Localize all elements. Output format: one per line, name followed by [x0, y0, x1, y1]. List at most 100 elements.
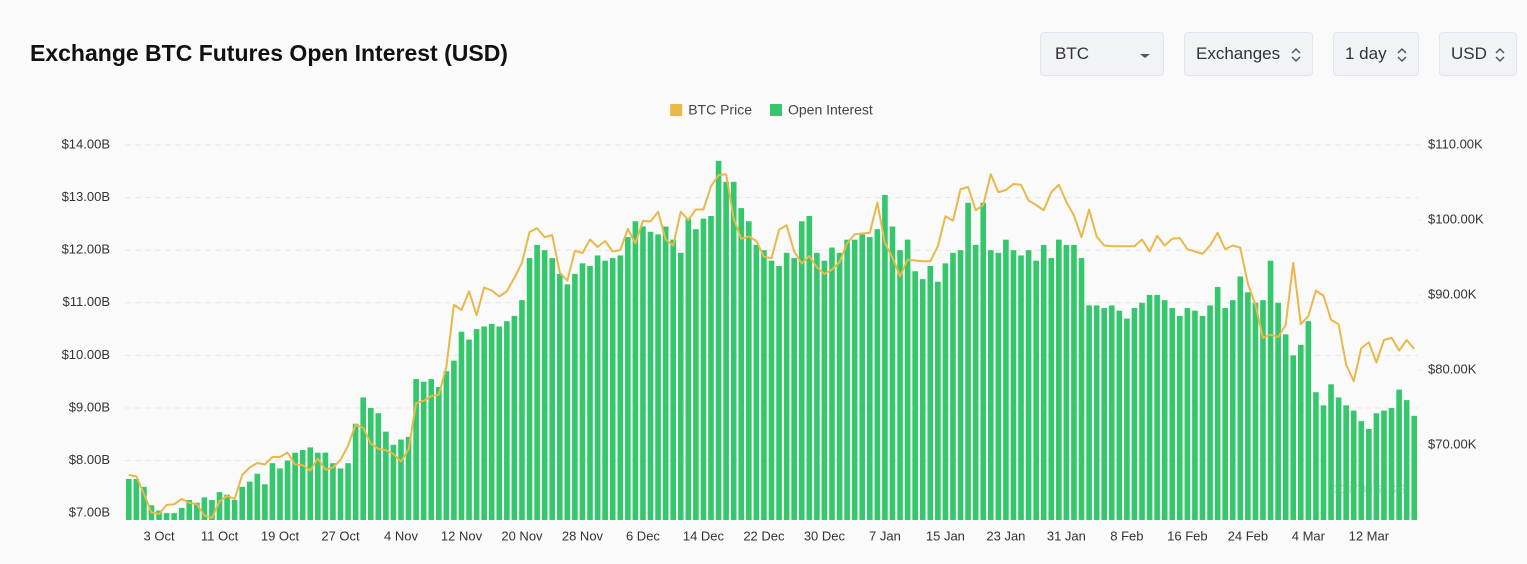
bar [254, 473, 261, 520]
bar [995, 252, 1002, 520]
bar [375, 413, 382, 520]
bar [239, 486, 245, 520]
bar [1116, 310, 1123, 520]
bar [194, 502, 200, 520]
bar [1267, 260, 1274, 520]
bar [360, 397, 366, 520]
x-tick-label: 20 Nov [501, 528, 543, 543]
bar [935, 281, 941, 520]
bar [443, 371, 450, 520]
bar [927, 265, 934, 520]
bar [534, 244, 540, 520]
bar [405, 436, 412, 520]
bar [398, 439, 404, 520]
bar [972, 244, 979, 520]
bar [1245, 292, 1251, 520]
exchange-select[interactable]: Exchanges [1184, 32, 1313, 76]
bar [670, 239, 676, 520]
bar [156, 510, 162, 520]
bar [791, 258, 797, 520]
bar-series [125, 160, 1418, 521]
bar [1003, 239, 1009, 520]
bar [625, 237, 631, 520]
updown-icon [1495, 47, 1505, 63]
currency-select[interactable]: USD [1439, 32, 1517, 76]
bar [919, 279, 926, 520]
bar [488, 323, 495, 520]
y-tick-label: $11.00B [63, 294, 110, 309]
bar [1366, 429, 1372, 520]
bar [1146, 294, 1153, 520]
bar [466, 339, 472, 520]
bar [1313, 392, 1319, 520]
bar [496, 326, 503, 520]
bar [594, 255, 601, 521]
bar [413, 379, 419, 520]
bar [1169, 308, 1176, 520]
bar [564, 284, 571, 520]
bar [942, 263, 949, 520]
bar [549, 258, 556, 520]
bar [209, 500, 215, 520]
bar [1199, 315, 1206, 520]
bar [284, 460, 291, 520]
bar [753, 244, 760, 520]
bar [556, 273, 563, 520]
bar [776, 265, 782, 520]
currency-select-label: USD [1451, 44, 1487, 63]
bar [1396, 389, 1402, 520]
y2-tick-label: $80.00K [1428, 361, 1477, 376]
bar [519, 300, 525, 520]
bar [814, 252, 820, 520]
updown-icon [1397, 47, 1407, 63]
x-tick-label: 4 Mar [1292, 528, 1326, 543]
bar [277, 468, 283, 520]
updown-icon [1291, 47, 1301, 63]
bar [436, 386, 442, 520]
bar [685, 218, 692, 520]
bar [859, 234, 866, 520]
bar [829, 247, 835, 520]
bar [269, 463, 276, 520]
bar [715, 160, 722, 521]
bar [337, 468, 344, 520]
interval-select[interactable]: 1 day [1333, 32, 1419, 76]
bar [1229, 300, 1236, 520]
bar [783, 252, 790, 520]
bar [1131, 308, 1138, 520]
bar [1063, 244, 1070, 520]
x-tick-label: 30 Dec [804, 528, 846, 543]
x-tick-label: 7 Jan [869, 528, 901, 543]
bar [1177, 315, 1183, 520]
bar [882, 194, 888, 520]
bar [904, 239, 911, 520]
bar [1018, 255, 1024, 521]
bar [572, 273, 578, 520]
bar [262, 484, 268, 520]
bar [730, 181, 737, 520]
bar [1343, 405, 1349, 520]
bar [897, 250, 903, 521]
exchange-select-label: Exchanges [1196, 44, 1281, 63]
bar [1275, 302, 1281, 520]
bar [1252, 302, 1259, 520]
x-tick-label: 11 Oct [201, 528, 239, 543]
bar [1056, 239, 1062, 520]
bar [163, 513, 170, 520]
bar [1358, 421, 1365, 520]
bar [1260, 300, 1266, 520]
bar [1154, 294, 1160, 520]
bar [851, 239, 858, 520]
bar [504, 321, 510, 520]
caret-icon [1140, 54, 1150, 58]
bar [141, 486, 147, 520]
bar [1411, 415, 1418, 520]
bar [1335, 397, 1342, 520]
bar [874, 229, 881, 520]
bar [957, 250, 964, 521]
bar [299, 450, 306, 520]
bar [965, 202, 971, 521]
coin-select[interactable]: BTC [1040, 32, 1164, 76]
bar [352, 423, 359, 520]
bar [1328, 384, 1334, 520]
